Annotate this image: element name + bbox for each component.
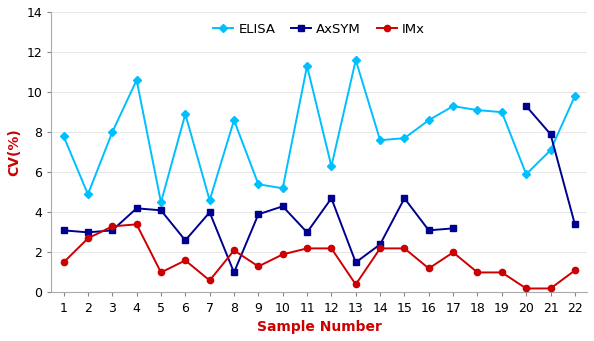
IMx (377, 246, 384, 250)
AxSYM (230, 270, 238, 275)
ELISA (304, 64, 311, 68)
AxSYM (328, 196, 335, 201)
IMx (133, 222, 140, 226)
ELISA (133, 78, 140, 82)
Y-axis label: CV(%): CV(%) (7, 128, 21, 176)
ELISA (230, 118, 238, 122)
Line: ELISA: ELISA (61, 57, 578, 205)
AxSYM (450, 226, 457, 231)
IMx (60, 261, 67, 265)
AxSYM (304, 230, 311, 234)
AxSYM (279, 204, 286, 208)
AxSYM (425, 228, 432, 233)
ELISA (377, 138, 384, 142)
AxSYM (255, 212, 262, 217)
AxSYM (206, 210, 213, 214)
AxSYM (157, 208, 165, 212)
ELISA (206, 198, 213, 202)
IMx (182, 258, 189, 263)
ELISA (352, 58, 359, 62)
Line: IMx: IMx (61, 221, 578, 292)
IMx (547, 286, 554, 291)
IMx (206, 278, 213, 282)
ELISA (425, 118, 432, 122)
AxSYM (133, 206, 140, 210)
ELISA (474, 108, 481, 112)
ELISA (547, 148, 554, 152)
ELISA (84, 192, 91, 196)
ELISA (279, 186, 286, 190)
ELISA (109, 130, 116, 134)
Line: AxSYM: AxSYM (61, 195, 456, 276)
AxSYM (377, 242, 384, 247)
IMx (571, 268, 579, 272)
ELISA (60, 134, 67, 138)
ELISA (401, 136, 408, 140)
IMx (279, 252, 286, 256)
ELISA (450, 104, 457, 108)
ELISA (571, 94, 579, 98)
IMx (352, 282, 359, 286)
IMx (84, 236, 91, 240)
Legend: ELISA, AxSYM, IMx: ELISA, AxSYM, IMx (210, 18, 429, 40)
AxSYM (109, 228, 116, 233)
IMx (328, 246, 335, 250)
IMx (450, 250, 457, 254)
AxSYM (84, 230, 91, 234)
ELISA (498, 110, 505, 114)
AxSYM (182, 238, 189, 242)
ELISA (157, 200, 165, 204)
AxSYM (352, 261, 359, 265)
IMx (255, 264, 262, 268)
IMx (109, 224, 116, 228)
AxSYM (60, 228, 67, 233)
IMx (230, 248, 238, 252)
ELISA (255, 182, 262, 186)
IMx (304, 246, 311, 250)
IMx (157, 270, 165, 275)
ELISA (523, 172, 530, 176)
ELISA (182, 112, 189, 116)
AxSYM (401, 196, 408, 201)
IMx (498, 270, 505, 275)
X-axis label: Sample Number: Sample Number (257, 320, 382, 334)
IMx (523, 286, 530, 291)
ELISA (328, 164, 335, 168)
IMx (474, 270, 481, 275)
IMx (401, 246, 408, 250)
IMx (425, 266, 432, 270)
